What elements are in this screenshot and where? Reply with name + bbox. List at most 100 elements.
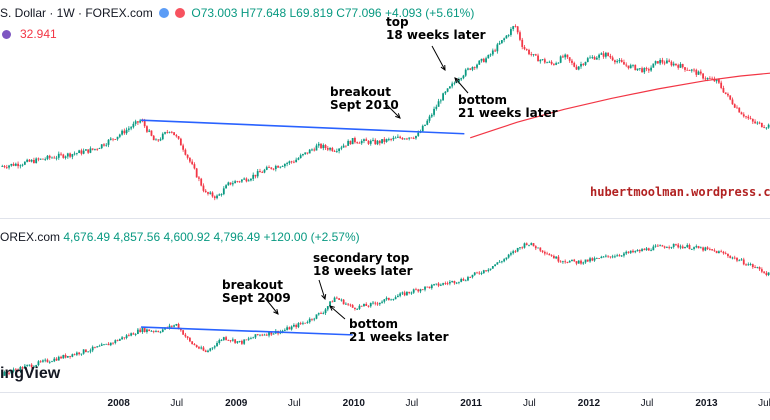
top-candle <box>521 37 524 50</box>
top-candle <box>514 24 517 28</box>
top-candle <box>268 165 270 168</box>
bottom-candle-body <box>64 355 67 358</box>
bottom-candle-body <box>14 369 17 371</box>
top-candle <box>611 55 614 62</box>
top-candle <box>211 191 214 198</box>
top-candle-body <box>464 69 467 76</box>
bottom-candle <box>182 329 185 335</box>
bottom-candle-body <box>742 259 745 265</box>
top-candle-body <box>575 66 578 70</box>
top-candle-body <box>200 178 203 186</box>
bottom-candle <box>453 280 456 285</box>
top-candle-body <box>17 163 19 167</box>
bottom-candle <box>64 353 67 359</box>
bottom-candle-body <box>487 269 490 272</box>
bottom-candle <box>57 355 60 361</box>
bottom-candle <box>598 258 600 259</box>
bottom-candle-body <box>261 334 264 336</box>
bottom-candle-body <box>161 329 164 332</box>
top-moving-average <box>470 72 770 139</box>
top-candle-body <box>426 120 429 125</box>
bottom-candle <box>283 328 286 332</box>
top-candle <box>175 133 178 138</box>
bottom-candle <box>433 283 435 287</box>
bottom-candle <box>324 308 327 315</box>
bottom-candle <box>643 248 646 251</box>
top-candle-body <box>150 130 153 136</box>
bottom-candle-body <box>152 330 155 332</box>
top-candle <box>62 153 65 159</box>
bottom-candle <box>693 246 695 251</box>
top-candle-body <box>137 121 139 123</box>
bottom-symbol[interactable]: OREX.com <box>0 230 61 244</box>
bottom-candle-body <box>21 367 24 369</box>
bottom-trendline[interactable] <box>141 326 353 336</box>
bottom-candle <box>641 247 643 252</box>
bottom-candle-body <box>109 342 112 346</box>
top-candle-body <box>227 182 230 186</box>
x-tick-label: 2010 <box>342 398 365 409</box>
top-candle-body <box>424 124 426 126</box>
bottom-candle <box>507 253 510 259</box>
top-candle-body <box>552 63 555 65</box>
bottom-candle-body <box>1 375 4 376</box>
ann-secondary-line2: 18 weeks later <box>313 264 413 278</box>
top-candle-body <box>191 161 194 165</box>
bottom-candle-body <box>462 278 465 281</box>
bottom-candle <box>394 295 397 300</box>
bottom-candle-body <box>256 334 259 336</box>
bottom-candle-body <box>767 272 770 276</box>
top-candle <box>250 178 252 182</box>
top-candle <box>91 148 94 151</box>
x-tick-label: Jul <box>640 398 654 409</box>
top-candle <box>496 42 499 54</box>
bottom-candle-body <box>697 246 700 249</box>
bottom-candle <box>195 344 198 348</box>
bottom-candle-body <box>116 340 119 342</box>
top-candle <box>290 160 293 164</box>
top-candle <box>614 59 616 65</box>
bottom-candle <box>593 256 596 262</box>
top-candle <box>385 138 388 143</box>
top-candle <box>19 164 22 169</box>
x-tick-label: 2012 <box>577 398 601 409</box>
top-candle-body <box>634 64 637 71</box>
bottom-candle-body <box>706 247 709 249</box>
bottom-candle <box>602 256 605 258</box>
indicator-legend[interactable]: 32.941 <box>2 27 57 41</box>
top-candle <box>736 105 738 109</box>
bottom-candle-body <box>281 330 284 332</box>
bottom-candle <box>724 251 727 255</box>
bottom-pane-header: OREX.com 4,676.49 4,857.56 4,600.92 4,79… <box>0 230 360 244</box>
top-candle-body <box>392 137 395 140</box>
top-trendline[interactable] <box>141 119 465 135</box>
top-candle-body <box>231 183 234 185</box>
top-candle <box>324 144 327 150</box>
bottom-candle-body <box>96 346 99 348</box>
eye-icon[interactable] <box>159 8 170 18</box>
top-candle <box>532 54 535 57</box>
bottom-candle-body <box>392 299 395 300</box>
remove-icon[interactable] <box>175 8 186 18</box>
top-change: +4.093 (+5.61%) <box>384 6 475 20</box>
top-candle <box>528 48 530 56</box>
bottom-candle <box>71 353 74 358</box>
top-candle-body <box>525 49 528 50</box>
bottom-candle <box>94 346 96 349</box>
bottom-candle <box>227 339 230 341</box>
bottom-candle <box>306 320 309 324</box>
top-candle <box>426 119 429 126</box>
bottom-candle-body <box>225 337 227 340</box>
top-candle-body <box>498 43 501 45</box>
bottom-candle-body <box>632 250 634 253</box>
top-symbol[interactable]: S. Dollar · 1W · FOREX.com <box>0 6 153 20</box>
bottom-candle-body <box>564 261 567 263</box>
bottom-candle <box>749 262 752 266</box>
top-candle <box>729 95 732 101</box>
bottom-candle <box>78 351 81 356</box>
top-candle <box>503 37 506 43</box>
top-candle-body <box>519 32 521 40</box>
bottom-candle-body <box>453 281 456 284</box>
bottom-candle <box>200 345 203 350</box>
